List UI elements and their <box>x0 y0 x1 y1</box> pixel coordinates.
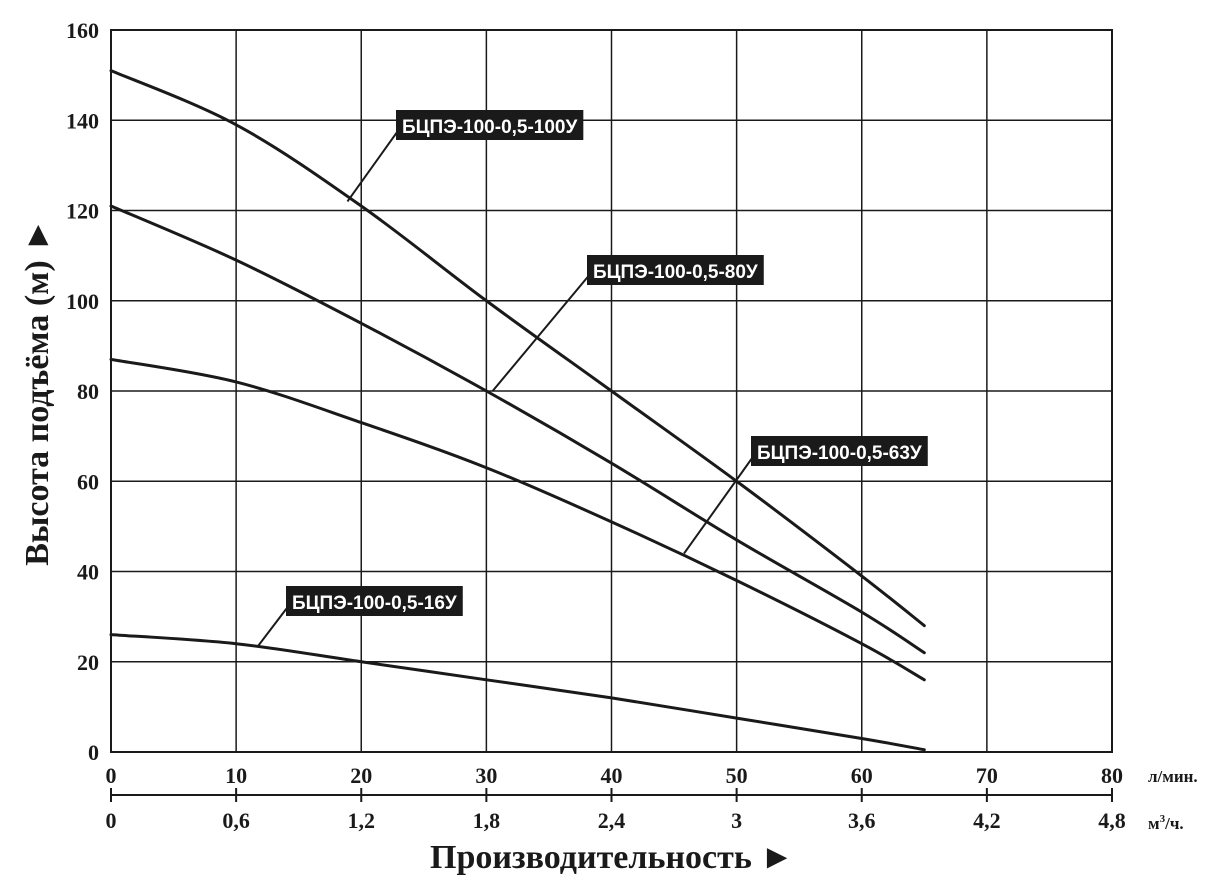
y-tick-label: 120 <box>66 199 99 224</box>
x-tick-label: 10 <box>225 763 247 788</box>
series-100u-leader-line <box>346 127 401 203</box>
x-axis-title: Производительность ► <box>430 839 794 876</box>
series-16u-label-text: БЦПЭ-100-0,5-16У <box>292 593 457 614</box>
y-tick-label: 60 <box>77 469 99 494</box>
series-80u-line <box>109 204 926 655</box>
secondary-x-tick-label: 0,6 <box>222 808 250 833</box>
y-tick-label: 80 <box>77 379 99 404</box>
x-unit-secondary-tail: /ч. <box>1164 814 1184 833</box>
secondary-x-tick-label: 1,2 <box>348 808 376 833</box>
series-labels: БЦПЭ-100-0,5-100У БЦПЭ-100-0,5-80У БЦПЭ-10… <box>256 110 928 648</box>
series-63u-label: БЦПЭ-100-0,5-63У <box>683 436 928 555</box>
secondary-x-tick-label: 3,6 <box>848 808 876 833</box>
x-tick-label: 50 <box>726 763 748 788</box>
x-tick-label: 60 <box>851 763 873 788</box>
x-tick-label: 80 <box>1101 763 1123 788</box>
secondary-x-tick-label: 3 <box>731 808 742 833</box>
y-axis-title: Высота подъёма (м) ► <box>19 218 56 566</box>
axes: 0 20 40 60 80 100 120 140 160 0 10 20 30 40 50 60 70 80 0 0… <box>66 18 1126 833</box>
series-16u-line <box>109 633 926 752</box>
secondary-x-tick-label: 4,8 <box>1098 808 1126 833</box>
series-lines <box>109 69 926 752</box>
series-100u-label-text: БЦПЭ-100-0,5-100У <box>402 117 578 138</box>
x-unit-secondary-base: м <box>1148 814 1160 833</box>
series-63u-label-box <box>751 436 928 466</box>
series-100u-line <box>109 69 926 628</box>
x-unit-primary: л/мин. <box>1148 767 1198 786</box>
y-tick-label: 100 <box>66 289 99 314</box>
y-tick-label: 0 <box>88 740 99 765</box>
y-tick-label: 20 <box>77 650 99 675</box>
series-16u-leader-line <box>256 603 291 648</box>
series-63u-label-text: БЦПЭ-100-0,5-63У <box>757 443 922 464</box>
x-tick-label: 20 <box>350 763 372 788</box>
x-tick-label: 30 <box>475 763 497 788</box>
y-tick-label: 140 <box>66 108 99 133</box>
series-100u-label-box <box>396 110 584 140</box>
y-tick-label: 40 <box>77 560 99 585</box>
plot-frame <box>110 29 1113 753</box>
secondary-x-tick-label: 4,2 <box>973 808 1001 833</box>
x-unit-secondary-sup: 3 <box>1160 813 1166 825</box>
series-16u-label: БЦПЭ-100-0,5-16У <box>256 586 463 648</box>
series-80u-label: БЦПЭ-100-0,5-80У <box>491 255 764 392</box>
secondary-x-tick-label: 1,8 <box>473 808 501 833</box>
series-16u-label-box <box>286 586 463 616</box>
x-tick-label: 40 <box>601 763 623 788</box>
y-tick-label: 160 <box>66 18 99 43</box>
series-63u-leader-line <box>683 453 756 555</box>
x-unit-secondary: м3/ч. <box>1148 813 1184 833</box>
x-tick-label: 0 <box>106 763 117 788</box>
series-80u-leader-line <box>491 272 592 392</box>
series-80u-label-text: БЦПЭ-100-0,5-80У <box>593 262 758 283</box>
secondary-x-tick-label: 0 <box>106 808 117 833</box>
secondary-x-tick-label: 2,4 <box>598 808 626 833</box>
series-80u-label-box <box>587 255 764 285</box>
series-100u-label: БЦПЭ-100-0,5-100У <box>346 110 584 203</box>
series-63u-line <box>109 357 926 682</box>
x-tick-label: 70 <box>976 763 998 788</box>
